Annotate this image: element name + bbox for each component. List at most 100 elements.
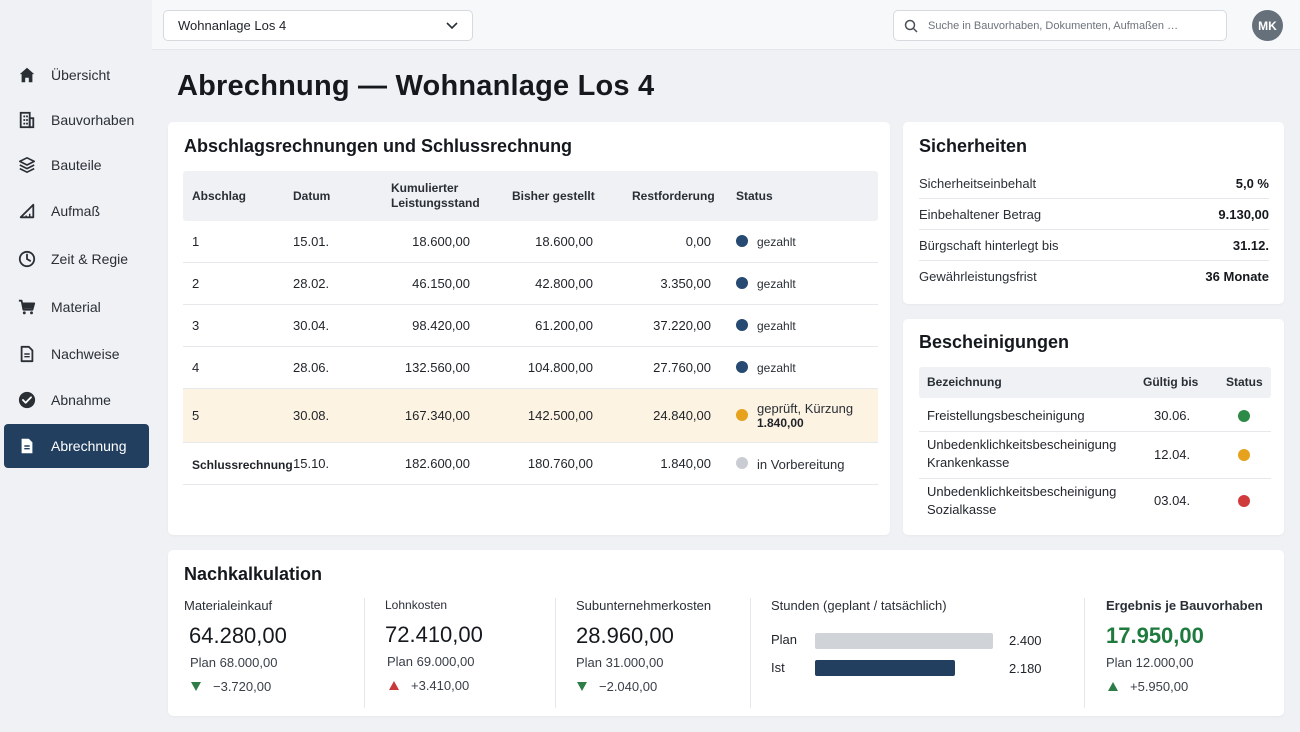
cell-kumuliert: 132.560,00 — [404, 360, 470, 375]
ruler-triangle-icon — [18, 202, 36, 220]
cell-kumuliert: 167.340,00 — [404, 408, 470, 423]
sidebar-item-label: Aufmaß — [51, 203, 101, 219]
status-text: geprüft, Kürzung — [757, 401, 854, 416]
kv-row-einbehaltener-betrag: Einbehaltener Betrag 9.130,00 — [919, 199, 1269, 230]
cell-kumuliert: 182.600,00 — [404, 456, 470, 471]
sidebar: Übersicht Bauvorhaben Bauteile Aufmaß Ze… — [0, 0, 152, 732]
search-input[interactable]: Suche in Bauvorhaben, Dokumenten, Aufmaß… — [893, 10, 1227, 41]
kpi-value: 64.280,00 — [189, 623, 287, 648]
status-dot — [736, 457, 748, 469]
table-row[interactable]: Schlussrechnung 15.10. 182.600,00 180.76… — [183, 443, 878, 485]
kpi-value: 28.960,00 — [576, 623, 674, 648]
status-text-block: geprüft, Kürzung 1.840,00 — [757, 401, 853, 431]
sidebar-item-bauteile[interactable]: Bauteile — [4, 143, 149, 187]
bescheinigung-name-line1: Unbedenklichkeitsbescheinigung — [927, 484, 1117, 499]
bescheinigung-name: Freistellungsbescheinigung — [927, 408, 1085, 423]
col-abschlag: Abschlag — [192, 189, 247, 203]
kpi-materialeinkauf: Materialeinkauf 64.280,00 Plan 68.000,00… — [184, 598, 287, 694]
bar-plan — [815, 633, 993, 649]
cell-bisher: 42.800,00 — [535, 276, 593, 291]
table-row[interactable]: 3 30.04. 98.420,00 61.200,00 37.220,00 g… — [183, 305, 878, 347]
cell-abschlag: 4 — [192, 360, 200, 375]
kpi-ergebnis: Ergebnis je Bauvorhaben 17.950,00 Plan 1… — [1106, 598, 1263, 694]
list-item[interactable]: Freistellungsbescheinigung 30.06. — [919, 399, 1271, 432]
cell-bisher: 61.200,00 — [535, 318, 593, 333]
col-datum: Datum — [293, 189, 331, 203]
cell-datum: 15.01. — [293, 234, 330, 249]
cell-datum: 28.02. — [293, 276, 330, 291]
list-item[interactable]: Unbedenklichkeitsbescheinigung Krankenka… — [919, 432, 1271, 479]
cell-bisher: 142.500,00 — [527, 408, 593, 423]
kpi-value: 17.950,00 — [1106, 623, 1204, 648]
sidebar-item-abnahme[interactable]: Abnahme — [4, 378, 149, 422]
kpi-plan: Plan 68.000,00 — [190, 655, 278, 670]
kpi-delta: +3.410,00 — [387, 678, 483, 693]
project-select-value: Wohnanlage Los 4 — [178, 18, 287, 33]
cell-abschlag: 2 — [192, 276, 200, 291]
cell-bisher: 18.600,00 — [535, 234, 593, 249]
kpi-plan: Plan 69.000,00 — [387, 654, 475, 669]
status-dot — [736, 319, 748, 331]
sidebar-item-label: Zeit & Regie — [51, 251, 129, 267]
table-row[interactable]: 4 28.06. 132.560,00 104.800,00 27.760,00… — [183, 347, 878, 389]
status-dot — [736, 409, 748, 421]
divider — [364, 598, 365, 708]
status-badge: in Vorbereitung — [736, 457, 844, 472]
sidebar-item-uebersicht[interactable]: Übersicht — [4, 53, 149, 97]
kpi-delta-value: −2.040,00 — [599, 679, 658, 694]
sidebar-item-material[interactable]: Material — [4, 285, 149, 329]
bescheinigung-name: Unbedenklichkeitsbescheinigung Krankenka… — [927, 436, 1116, 472]
sidebar-item-abrechnung[interactable]: Abrechnung — [4, 424, 149, 468]
page-title: Abrechnung — Wohnanlage Los 4 — [177, 70, 655, 102]
sidebar-item-nachweise[interactable]: Nachweise — [4, 332, 149, 376]
cell-abschlag: Schlussrechnung — [192, 458, 293, 472]
cell-rest: 24.840,00 — [653, 408, 711, 423]
sidebar-item-bauvorhaben[interactable]: Bauvorhaben — [4, 98, 149, 142]
kpi-delta-value: +5.950,00 — [1130, 679, 1189, 694]
bar-label-plan: Plan — [771, 632, 798, 647]
kv-row-sicherheitseinbehalt: Sicherheitseinbehalt 5,0 % — [919, 168, 1269, 199]
bar-ist — [815, 660, 955, 676]
cell-kumuliert: 18.600,00 — [412, 234, 470, 249]
cell-rest: 0,00 — [685, 234, 711, 249]
col-rest: Restforderung — [632, 189, 715, 203]
list-item[interactable]: Unbedenklichkeitsbescheinigung Sozialkas… — [919, 479, 1271, 525]
arrow-down-icon — [191, 682, 201, 691]
kv-key: Sicherheitseinbehalt — [919, 175, 1037, 191]
sidebar-item-aufmass[interactable]: Aufmaß — [4, 189, 149, 233]
table-row-highlighted[interactable]: 5 30.08. 167.340,00 142.500,00 24.840,00… — [183, 389, 878, 443]
col-kumuliert: Kumulierter Leistungsstand — [391, 181, 480, 211]
col-bezeichnung: Bezeichnung — [927, 375, 1002, 389]
status-dot — [736, 361, 748, 373]
cell-bisher: 180.760,00 — [527, 456, 593, 471]
table-row[interactable]: 2 28.02. 46.150,00 42.800,00 3.350,00 ge… — [183, 263, 878, 305]
sidebar-item-label: Abnahme — [51, 392, 111, 408]
status-dot — [736, 277, 748, 289]
cell-abschlag: 1 — [192, 234, 200, 249]
cell-datum: 15.10. — [293, 456, 330, 471]
table-header: Abschlag Datum Kumulierter Leistungsstan… — [183, 171, 878, 221]
sicherheiten-card-title: Sicherheiten — [919, 136, 1028, 156]
kpi-delta: −2.040,00 — [575, 679, 711, 694]
search-icon — [904, 19, 918, 33]
layers-icon — [18, 156, 36, 174]
bescheinigung-date: 30.06. — [1154, 408, 1191, 423]
project-select[interactable]: Wohnanlage Los 4 — [163, 10, 473, 41]
document-icon — [18, 345, 36, 363]
clock-icon — [18, 250, 36, 268]
kv-value: 9.130,00 — [1218, 206, 1269, 222]
table-row[interactable]: 1 15.01. 18.600,00 18.600,00 0,00 gezahl… — [183, 221, 878, 263]
bar-value-plan: 2.400 — [1009, 633, 1042, 648]
kv-row-gewaehrleistung: Gewährleistungsfrist 36 Monate — [919, 261, 1269, 292]
cell-kumuliert: 46.150,00 — [412, 276, 470, 291]
cell-kumuliert: 98.420,00 — [412, 318, 470, 333]
cell-datum: 28.06. — [293, 360, 330, 375]
cell-abschlag: 3 — [192, 318, 200, 333]
kpi-delta-value: +3.410,00 — [411, 678, 470, 693]
avatar[interactable]: MK — [1252, 10, 1283, 41]
cell-bisher: 104.800,00 — [527, 360, 593, 375]
kv-key: Bürgschaft hinterlegt bis — [919, 237, 1059, 253]
kpi-value: 72.410,00 — [385, 622, 483, 647]
sidebar-item-zeit-regie[interactable]: Zeit & Regie — [4, 237, 149, 281]
kpi-delta-value: −3.720,00 — [213, 679, 272, 694]
